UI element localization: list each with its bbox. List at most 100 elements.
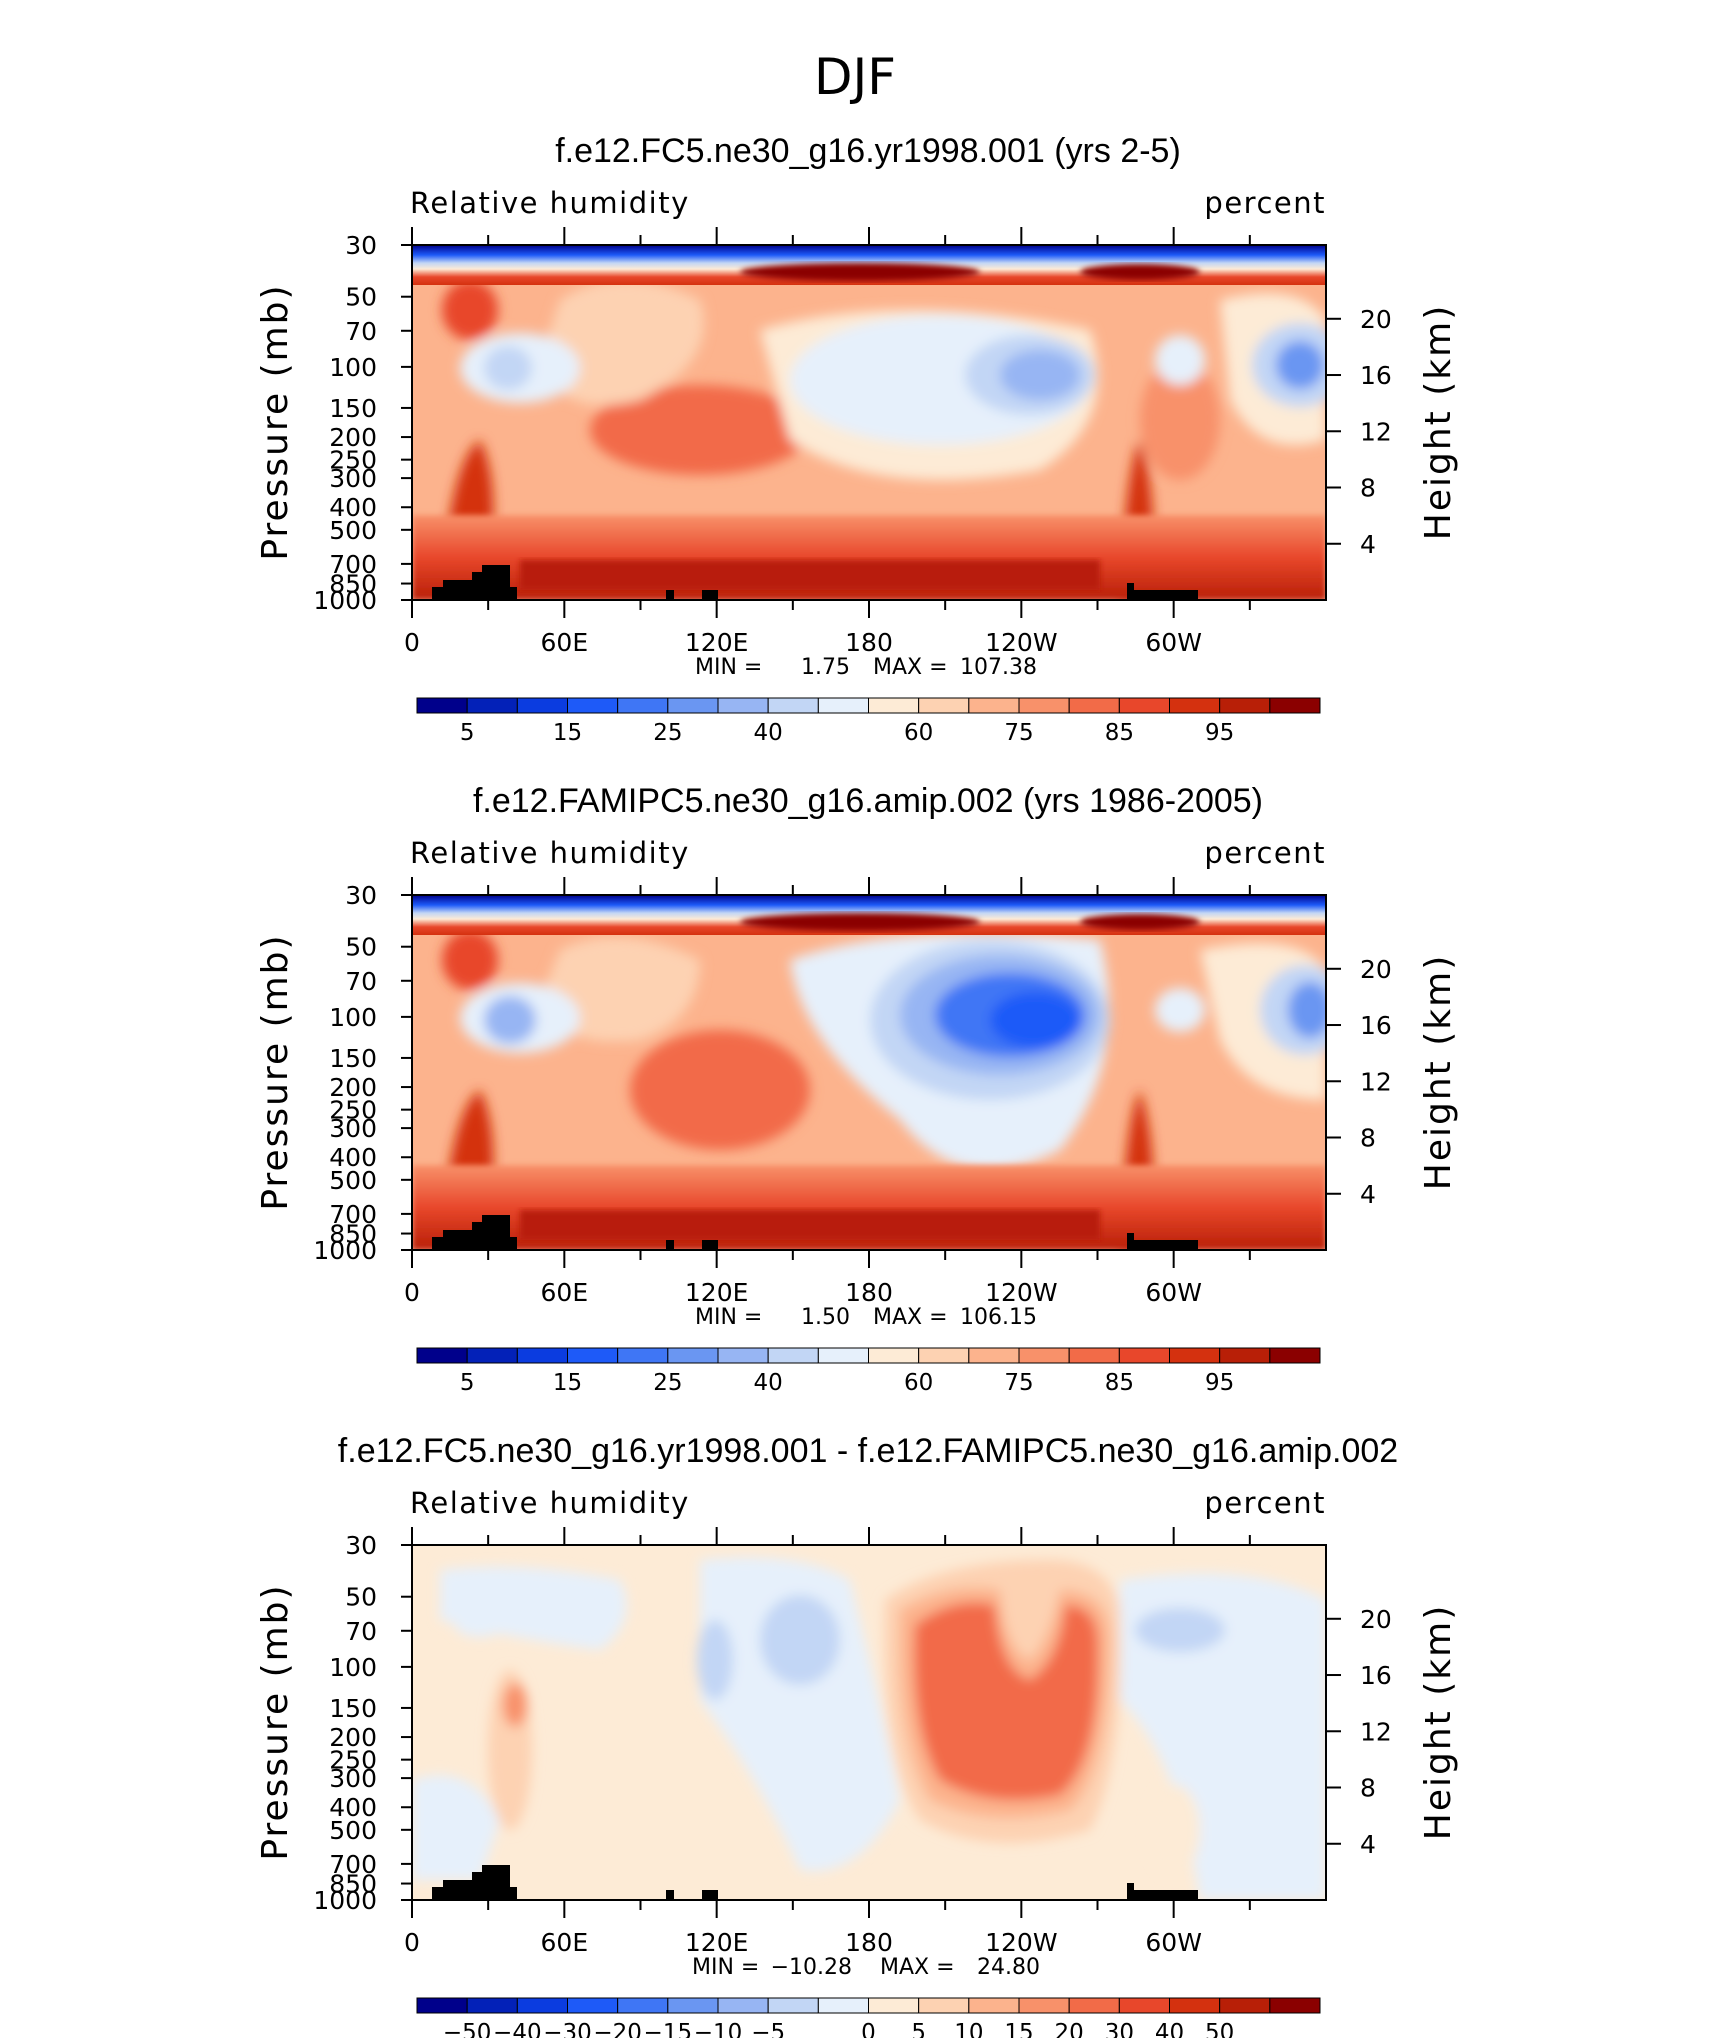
min-value: 1.50: [801, 1305, 850, 1330]
colorbar-segment: [667, 697, 719, 714]
colorbar-segment: [1118, 697, 1171, 714]
colorbar-segment: [918, 1997, 970, 2014]
x-tick-label: 120E: [685, 628, 749, 657]
colorbar-segment: [1269, 697, 1321, 714]
colorbar-segment: [767, 697, 819, 714]
negative-anomaly: [700, 1557, 900, 1872]
colorbar-segment: [1219, 1997, 1271, 2014]
y-tick-label-left: 250: [329, 446, 377, 475]
dry-pocket: [1155, 335, 1205, 385]
y-tick-label-left: 70: [345, 317, 377, 346]
min-value: 1.75: [801, 655, 850, 680]
panel-title: f.e12.FAMIPC5.ne30_g16.amip.002 (yrs 198…: [473, 782, 1263, 820]
y-tick-label-left: 1000: [313, 586, 377, 615]
colorbar-segment: [1169, 697, 1221, 714]
contour-field: [412, 245, 1326, 600]
x-tick-label: 60W: [1145, 1278, 1202, 1307]
upper-moist-core: [1080, 264, 1200, 280]
y-tick-label-right: 12: [1360, 1717, 1392, 1746]
colorbar-segment: [416, 697, 468, 714]
min-label: MIN =: [695, 1305, 762, 1330]
colorbar-segment: [466, 1997, 518, 2014]
y-axis-label-left: Pressure (mb): [255, 933, 296, 1210]
x-tick-label: 0: [404, 1928, 420, 1957]
colorbar-label: 60: [904, 720, 933, 746]
max-value: 106.15: [960, 1305, 1037, 1330]
colorbar-segment: [868, 1997, 920, 2014]
colorbar-segment: [617, 1997, 669, 2014]
y-axis-label-right: Height (km): [1418, 954, 1459, 1190]
colorbar-label: 20: [1055, 2020, 1084, 2038]
y-tick-label-right: 12: [1360, 1067, 1392, 1096]
colorbar-segment: [1018, 1997, 1070, 2014]
y-tick-label-right: 8: [1360, 474, 1376, 503]
colorbar-label: −5: [751, 2020, 785, 2038]
panel-2: f.e12.FAMIPC5.ne30_g16.amip.002 (yrs 198…: [255, 782, 1459, 1396]
colorbar-label: 95: [1205, 1370, 1234, 1396]
colorbar-segment: [868, 1347, 920, 1364]
colorbar-segment: [717, 1347, 769, 1364]
colorbar-segment: [1118, 1347, 1171, 1364]
y-tick-label-left: 700: [329, 1850, 377, 1879]
colorbar-label: 75: [1004, 1370, 1033, 1396]
colorbar-label: 5: [460, 1370, 475, 1396]
negative-anomaly: [455, 1613, 505, 1637]
min-label: MIN =: [695, 655, 762, 680]
y-tick-label-left: 250: [329, 1096, 377, 1125]
colorbar-segment: [667, 1997, 719, 2014]
x-tick-label: 120E: [685, 1928, 749, 1957]
y-tick-label-right: 8: [1360, 1774, 1376, 1803]
colorbar-label: 30: [1105, 2020, 1134, 2038]
y-tick-label-left: 400: [329, 1143, 377, 1172]
y-tick-label-left: 850: [329, 1220, 377, 1249]
y-tick-label-left: 1000: [313, 1886, 377, 1915]
y-tick-label-left: 100: [329, 1003, 377, 1032]
colorbar-segment: [1269, 1997, 1321, 2014]
panel-title: f.e12.FC5.ne30_g16.yr1998.001 (yrs 2-5): [555, 132, 1181, 170]
colorbar: −50 −40 −30 −20 −15 −10 −5 0 5 10 15 20 30 40 50: [416, 1997, 1321, 2038]
light-band: [540, 937, 700, 1042]
colorbar-label: 25: [653, 1370, 682, 1396]
colorbar-label: 40: [754, 1370, 783, 1396]
topography: [432, 565, 1198, 600]
colorbar-segment: [617, 1347, 669, 1364]
moist-region: [1140, 360, 1220, 480]
y-tick-label-left: 200: [329, 423, 377, 452]
y-tick-label-right: 8: [1360, 1124, 1376, 1153]
colorbar-label: 60: [904, 1370, 933, 1396]
y-tick-label-right: 20: [1360, 955, 1392, 984]
colorbar-label: 15: [1004, 2020, 1033, 2038]
colorbar-segment: [667, 1347, 719, 1364]
colorbar-segment: [567, 697, 619, 714]
y-axis-label-left: Pressure (mb): [255, 283, 296, 560]
axes: 0 60E 120E 180 120W 60W3050701001502002503004…: [313, 1527, 1392, 1957]
y-tick-label-right: 12: [1360, 417, 1392, 446]
y-tick-label-left: 200: [329, 1073, 377, 1102]
x-tick-label: 60E: [541, 1928, 589, 1957]
y-tick-label-left: 50: [345, 283, 377, 312]
dry-pocket: [1276, 341, 1324, 389]
x-tick-label: 60E: [541, 628, 589, 657]
max-value: 107.38: [960, 655, 1037, 680]
y-tick-label-left: 300: [329, 1764, 377, 1793]
colorbar: 5 15 25 40 60 75 85 95: [416, 697, 1321, 746]
x-tick-label: 0: [404, 1278, 420, 1307]
colorbar-label: 40: [1155, 2020, 1184, 2038]
y-tick-label-left: 150: [329, 1694, 377, 1723]
colorbar-segment: [466, 1347, 518, 1364]
colorbar-segment: [968, 1997, 1020, 2014]
y-axis-label-right: Height (km): [1418, 304, 1459, 540]
colorbar-segment: [817, 697, 869, 714]
axes: 0 60E 120E 180 120W 60W3050701001502002503004…: [313, 227, 1392, 657]
colorbar-label: 5: [911, 2020, 926, 2038]
contour-field: [412, 1545, 1326, 1900]
colorbar-label: 10: [954, 2020, 983, 2038]
x-tick-label: 0: [404, 628, 420, 657]
upper-moist-core: [740, 913, 980, 931]
y-axis-label-left: Pressure (mb): [255, 1583, 296, 1860]
dry-pocket: [484, 996, 536, 1044]
colorbar-label: 15: [553, 720, 582, 746]
y-axis-label-right: Height (km): [1418, 1604, 1459, 1840]
x-tick-label: 120W: [985, 1928, 1057, 1957]
colorbar-segment: [717, 697, 769, 714]
